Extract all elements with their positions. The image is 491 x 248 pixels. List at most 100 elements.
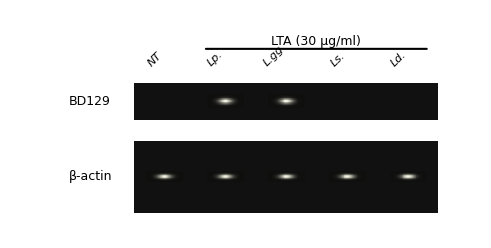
Bar — [234, 178, 235, 179]
Bar — [412, 180, 413, 181]
Bar — [423, 171, 424, 172]
Bar — [286, 181, 288, 182]
Bar — [332, 181, 334, 182]
Bar — [221, 98, 222, 99]
Bar — [179, 178, 180, 179]
Bar — [365, 174, 366, 175]
Bar — [215, 96, 216, 97]
Bar — [416, 172, 418, 173]
Bar — [243, 98, 245, 99]
Bar — [347, 171, 349, 172]
Bar — [412, 176, 413, 177]
Bar — [358, 174, 359, 175]
Bar — [167, 172, 168, 173]
Bar — [288, 178, 290, 179]
Bar — [298, 99, 299, 100]
Bar — [297, 106, 298, 107]
Bar — [176, 176, 177, 177]
Bar — [220, 101, 221, 102]
Bar — [208, 95, 209, 96]
Bar — [296, 179, 297, 180]
Bar — [355, 176, 357, 177]
Bar — [208, 174, 209, 175]
Bar — [288, 104, 290, 105]
Bar — [275, 177, 276, 178]
Bar — [332, 173, 334, 174]
Bar — [148, 180, 149, 181]
Bar — [231, 171, 232, 172]
Bar — [226, 96, 228, 97]
Bar — [416, 175, 418, 176]
Bar — [348, 173, 350, 174]
Bar — [345, 174, 346, 175]
Bar — [179, 176, 180, 177]
Bar — [414, 178, 415, 179]
Bar — [154, 173, 155, 174]
Bar — [288, 107, 290, 108]
Bar — [362, 171, 363, 172]
Bar — [223, 174, 225, 175]
Bar — [242, 177, 244, 178]
Bar — [407, 181, 409, 182]
Bar — [284, 180, 286, 181]
Bar — [273, 181, 274, 182]
Bar — [296, 104, 297, 105]
Bar — [179, 171, 181, 172]
Bar — [210, 101, 211, 102]
Bar — [215, 102, 216, 103]
Bar — [297, 171, 298, 172]
Bar — [214, 177, 215, 178]
Bar — [283, 98, 284, 99]
Bar — [181, 171, 183, 172]
Bar — [361, 180, 362, 181]
Bar — [211, 94, 212, 95]
Bar — [215, 103, 216, 104]
Bar — [225, 171, 227, 172]
Bar — [208, 101, 209, 102]
Bar — [355, 177, 356, 178]
Bar — [157, 179, 159, 180]
Bar — [176, 173, 177, 174]
Bar — [234, 105, 235, 106]
Bar — [227, 94, 229, 95]
Bar — [300, 104, 301, 105]
Bar — [351, 181, 352, 182]
Bar — [349, 171, 351, 172]
Bar — [343, 181, 344, 182]
Bar — [173, 176, 174, 177]
Bar — [232, 172, 233, 173]
Bar — [287, 180, 289, 181]
Bar — [211, 99, 212, 100]
Bar — [209, 104, 210, 105]
Bar — [328, 176, 330, 177]
Bar — [228, 99, 229, 100]
Bar — [223, 107, 225, 108]
Bar — [285, 171, 287, 172]
Bar — [218, 175, 219, 176]
Bar — [421, 179, 422, 180]
Bar — [170, 172, 171, 173]
Bar — [210, 173, 211, 174]
Bar — [345, 181, 346, 182]
Bar — [211, 181, 212, 182]
Bar — [280, 174, 281, 175]
Bar — [207, 104, 208, 105]
Bar — [237, 107, 238, 108]
Bar — [216, 106, 218, 107]
Bar — [364, 174, 365, 175]
Bar — [210, 171, 211, 172]
Bar — [182, 174, 184, 175]
Bar — [361, 174, 362, 175]
Bar — [281, 104, 282, 105]
Bar — [363, 173, 364, 174]
Bar — [280, 107, 281, 108]
Bar — [271, 99, 272, 100]
Bar — [148, 176, 149, 177]
Bar — [165, 178, 167, 179]
Bar — [329, 171, 331, 172]
Bar — [218, 181, 219, 182]
Bar — [235, 98, 236, 99]
Bar — [229, 178, 230, 179]
Bar — [241, 181, 243, 182]
Bar — [363, 176, 364, 177]
